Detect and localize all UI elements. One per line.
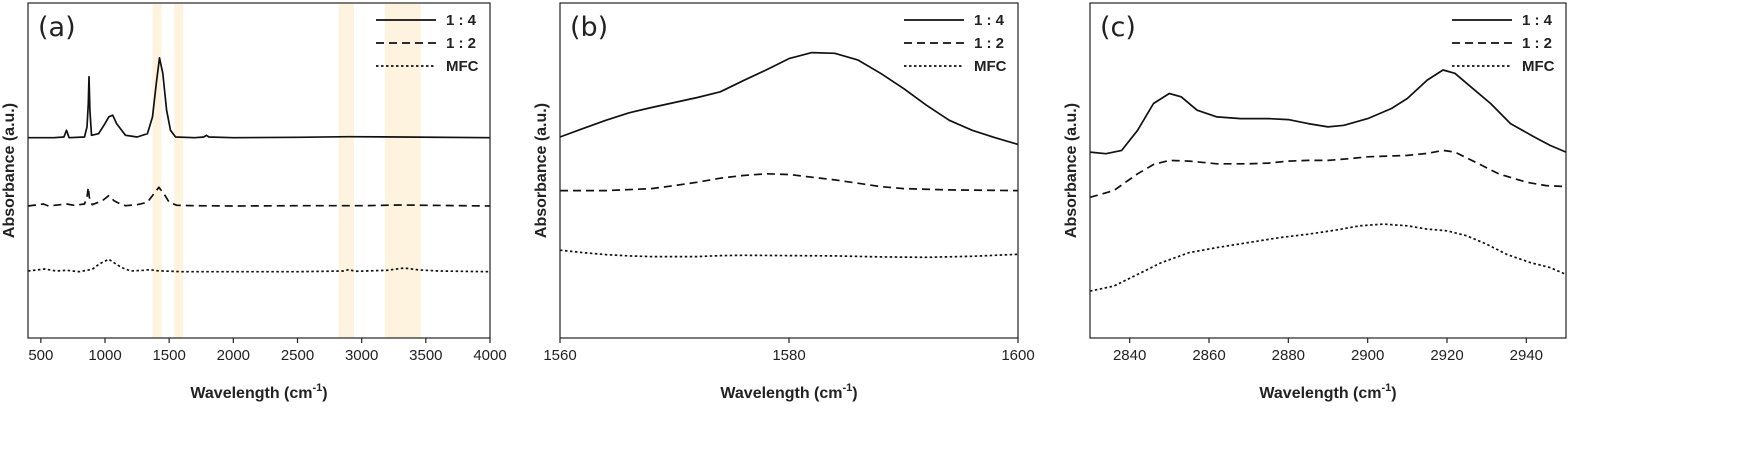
series-line-1 — [1089, 69, 1567, 155]
y-axis-label: Absorbance (a.u.) — [1, 103, 18, 238]
x-axis-label: Wavelength (cm-1) — [190, 382, 327, 402]
x-tick-label: 1580 — [772, 347, 805, 364]
series-line-3 — [559, 249, 1019, 259]
x-tick-label: 1000 — [88, 347, 121, 364]
y-axis-label: Absorbance (a.u.) — [1063, 103, 1080, 238]
chart-panel-2: 1560 1580 1600 Wavelength (cm-1) Absorbance … — [533, 2, 1035, 402]
x-tick-label: 1560 — [543, 347, 576, 364]
legend-label-2: 1 : 2 — [1522, 35, 1552, 52]
x-tick-label: 2500 — [281, 347, 314, 364]
x-tick-label: 2000 — [217, 347, 250, 364]
legend-label-2: 1 : 2 — [974, 35, 1004, 52]
legend-label-3: MFC — [446, 58, 479, 75]
legend-label-1: 1 : 4 — [1522, 12, 1553, 29]
legend-label-3: MFC — [1522, 58, 1555, 75]
panel-label: (c) — [1100, 12, 1136, 43]
x-tick-label: 3000 — [345, 347, 378, 364]
x-tick-label: 1500 — [152, 347, 185, 364]
series-line-1 — [559, 51, 1019, 146]
plot-frame — [1089, 2, 1567, 339]
panel-label: (b) — [570, 12, 608, 43]
y-axis-label: Absorbance (a.u.) — [533, 103, 550, 238]
series-line-3 — [27, 258, 491, 273]
legend-label-3: MFC — [974, 58, 1007, 75]
highlight-band-1 — [152, 4, 162, 338]
x-tick-label: 2940 — [1510, 347, 1543, 364]
highlight-band-2 — [174, 4, 184, 338]
x-tick-label: 2840 — [1113, 347, 1146, 364]
plot-frame — [559, 2, 1019, 339]
x-tick-label: 2880 — [1272, 347, 1305, 364]
highlight-band-4 — [384, 4, 421, 338]
legend-label-1: 1 : 4 — [974, 12, 1005, 29]
x-tick-label: 1600 — [1001, 347, 1034, 364]
chart-panel-1: 500 1000 1500 2000 2500 3000 3500 4000 Wavelengt… — [1, 2, 507, 402]
x-tick-label: 3500 — [409, 347, 442, 364]
legend-label-1: 1 : 4 — [446, 12, 477, 29]
x-tick-label: 2860 — [1192, 347, 1225, 364]
x-axis-label: Wavelength (cm-1) — [720, 382, 857, 402]
x-tick-label: 2920 — [1430, 347, 1463, 364]
chart-panel-3: 2840 2860 2880 2900 2920 2940 Wavelength (cm-1… — [1063, 2, 1567, 402]
x-axis-label: Wavelength (cm-1) — [1259, 382, 1396, 402]
x-tick-label: 4000 — [473, 347, 506, 364]
series-line-2 — [27, 186, 491, 207]
x-tick-label: 2900 — [1351, 347, 1384, 364]
highlight-band-3 — [338, 4, 354, 338]
plot-frame — [27, 2, 491, 339]
series-line-2 — [560, 172, 1019, 192]
series-line-3 — [1089, 223, 1567, 292]
series-line-1 — [28, 57, 491, 139]
panel-label: (a) — [38, 12, 76, 43]
legend-label-2: 1 : 2 — [446, 35, 476, 52]
series-line-2 — [1089, 149, 1567, 199]
x-tick-label: 500 — [28, 347, 53, 364]
